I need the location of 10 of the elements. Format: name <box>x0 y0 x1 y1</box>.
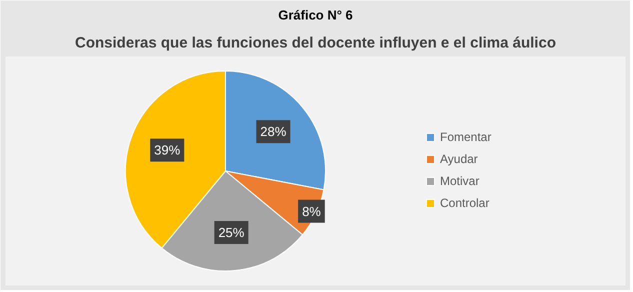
legend-label: Ayudar <box>440 152 478 166</box>
legend-label: Motivar <box>440 174 480 188</box>
data-label: 28% <box>260 124 287 140</box>
legend-label: Controlar <box>440 196 490 210</box>
legend-label: Fomentar <box>440 130 492 144</box>
chart-title: Consideras que las funciones del docente influyen e el clima áulico <box>75 34 556 52</box>
data-label: 8% <box>302 204 322 219</box>
data-label: 25% <box>218 224 245 240</box>
text: Gráfico N° 6 <box>278 8 353 22</box>
data-label: 39% <box>154 142 181 158</box>
